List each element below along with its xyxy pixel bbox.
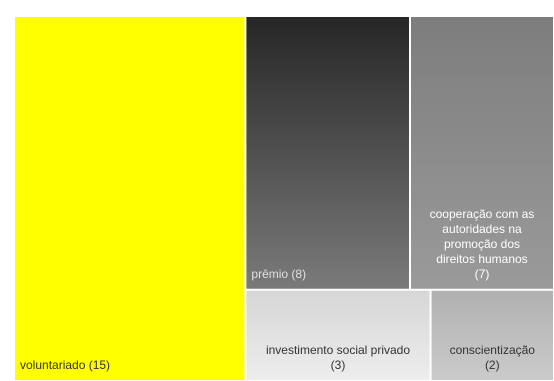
treemap-tile-voluntariado: [15, 17, 245, 380]
treemap-tile-cooperacao: [411, 17, 553, 289]
treemap-label-line: (3): [331, 358, 346, 372]
treemap-label-line: prêmio (8): [251, 267, 306, 281]
treemap-label-cooperacao: cooperação com as autoridades na promoção …: [430, 207, 535, 281]
treemap-label-conscientizacao: conscientização (2): [450, 343, 536, 372]
treemap-label-premio: prêmio (8): [251, 267, 306, 281]
treemap-label-line: voluntariado (15): [20, 358, 110, 372]
treemap-label-line: (2): [485, 358, 500, 372]
treemap-label-line: conscientização: [450, 343, 536, 357]
treemap-label-line: investimento social privado: [266, 343, 410, 357]
treemap-tile-premio: [246, 17, 409, 289]
treemap-label-voluntariado: voluntariado (15): [20, 358, 110, 372]
treemap-label-line: (7): [475, 267, 490, 281]
treemap-label-line: autoridades na: [442, 222, 522, 236]
treemap-label-investimento: investimento social privado (3): [266, 343, 410, 372]
treemap-label-line: promoção dos: [444, 237, 520, 251]
treemap-label-line: cooperação com as: [430, 207, 535, 221]
treemap-tile-investimento: [246, 290, 430, 380]
treemap-tile-conscientizacao: [431, 290, 553, 380]
treemap-label-line: direitos humanos: [436, 252, 527, 266]
